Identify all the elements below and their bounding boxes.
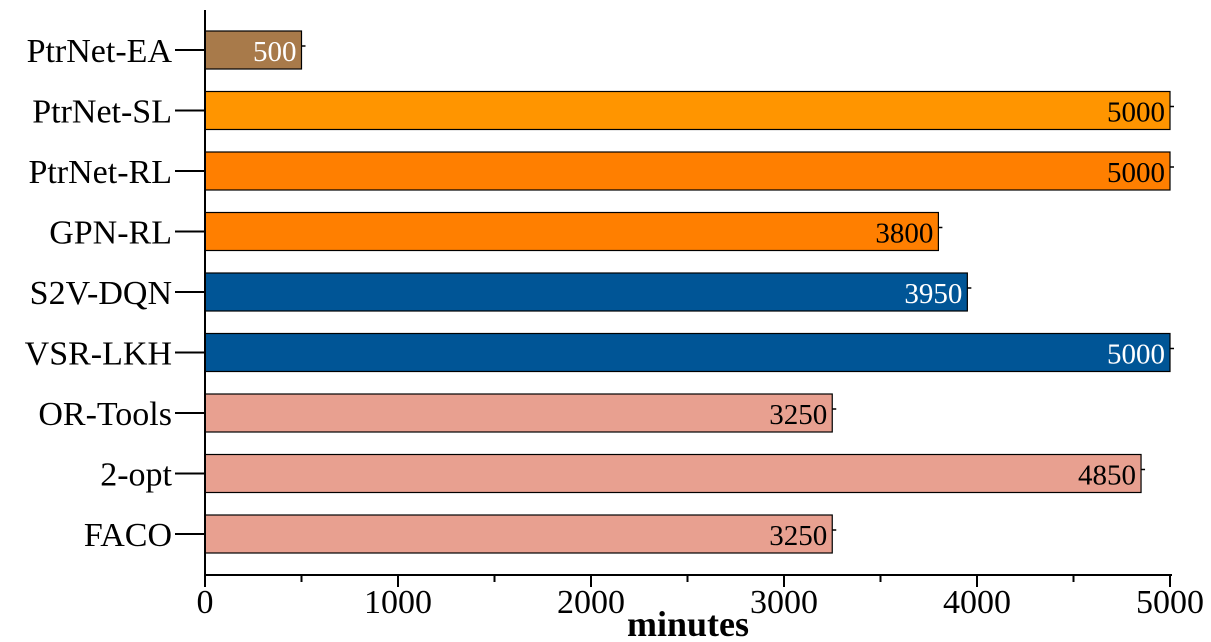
data-label: 500 [253,36,297,68]
y-tick-label: S2V-DQN [30,275,172,312]
bar-2-opt [204,453,1142,494]
data-label: 3250 [769,520,827,552]
data-label: 5000 [1107,157,1165,189]
labels-layer: PtrNet-EA 500 PtrNet-SL 5000 PtrNet-RL 5000 GP… [25,33,1204,621]
bar-ptrnet-rl [204,151,1171,191]
x-tick-label: 5000 [1136,584,1204,621]
x-axis-title: minutes [627,604,749,642]
bar-or-tools [204,393,833,433]
bar-vsr-lkh [204,332,1171,373]
x-tick-label: 4000 [943,584,1011,621]
x-tick-label: 1000 [364,584,432,621]
data-label: 5000 [1107,97,1165,129]
y-tick-label: GPN-RL [49,215,172,252]
data-label: 3800 [875,218,933,250]
bars-layer [204,30,1174,554]
x-tick-label: 3000 [750,584,818,621]
data-label: 3250 [769,399,827,431]
x-tick-label: 2000 [557,584,625,621]
bar-faco [204,514,833,554]
axes-layer [175,10,1172,587]
data-label: 3950 [904,278,962,310]
y-tick-label: PtrNet-SL [32,94,172,131]
y-tick-label: FACO [84,517,172,554]
y-tick-label: OR-Tools [38,396,172,433]
x-tick-label: 0 [197,584,214,621]
bar-s2v-dqn [204,272,968,312]
y-tick-label: 2-opt [100,457,172,494]
y-tick-label: PtrNet-RL [28,154,172,191]
y-tick-label: PtrNet-EA [27,33,173,70]
bar-gpn-rl [204,211,940,252]
bar-ptrnet-sl [204,90,1171,131]
bar-ptrnet-ea [204,30,303,70]
data-label: 5000 [1107,339,1165,371]
data-label: 4850 [1078,460,1136,492]
y-tick-label: VSR-LKH [25,336,172,373]
